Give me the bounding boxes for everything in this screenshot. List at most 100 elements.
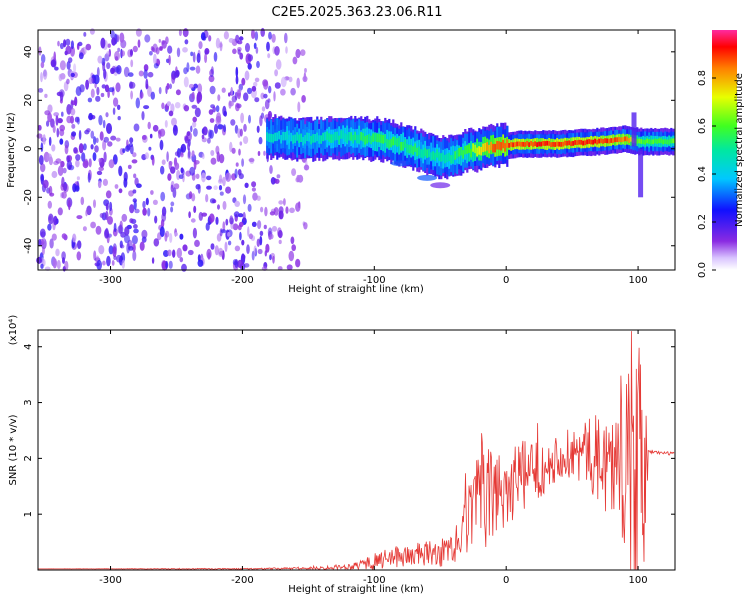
- spectrogram-noise-cell: [192, 121, 197, 128]
- spectrogram-ridge-cell: [516, 141, 519, 147]
- spectrogram-noise-cell: [210, 243, 215, 250]
- spectrogram-noise-cell: [108, 87, 115, 93]
- spectrogram-ridge-cell: [546, 140, 549, 146]
- spectrogram-ridge-cell: [522, 141, 525, 147]
- spectrogram-noise-cell: [215, 105, 220, 113]
- spectrogram-noise-cell: [143, 69, 148, 79]
- spectrogram-noise-cell: [166, 83, 170, 90]
- spectrogram-noise-cell: [159, 226, 165, 238]
- spectrogram-noise-cell: [256, 125, 260, 133]
- spectrogram-noise-cell: [182, 28, 189, 38]
- spectrogram-noise-cell: [99, 213, 104, 218]
- spectrogram-ridge-cell: [452, 154, 455, 164]
- snr-x-label: Height of straight line (km): [288, 584, 424, 595]
- spectrogram-ridge-cell: [268, 133, 271, 142]
- spectrogram-noise-cell: [253, 42, 257, 49]
- spectrogram-noise-cell: [193, 205, 197, 213]
- spectrogram-x-ticks: -300 -200 -100 0 100: [99, 30, 648, 286]
- spectrogram-ridge-cell: [654, 138, 657, 144]
- spectrogram-noise-cell: [202, 126, 208, 136]
- spectrogram-ridge-cell: [652, 139, 655, 145]
- spectrogram-noise-cell: [100, 37, 106, 49]
- spectrogram-ridge-cell: [544, 141, 547, 146]
- spectrogram-noise-cell: [288, 76, 293, 83]
- spectrogram-noise-cell: [218, 247, 224, 257]
- spectrogram-noise-cell: [48, 136, 52, 146]
- spectrogram-ridge-cell: [448, 152, 451, 162]
- spectrogram-noise-cell: [147, 71, 154, 78]
- spectrogram-ridge-cell: [300, 133, 303, 142]
- spectrogram-noise-cell: [168, 54, 171, 66]
- spectrogram-noise-cell: [197, 184, 201, 194]
- spectrogram-noise-cell: [114, 184, 119, 189]
- spectrogram-noise-cell: [295, 48, 301, 59]
- spectrogram-streak-cell: [390, 160, 411, 167]
- spectrogram-noise-cell: [111, 37, 117, 46]
- spectrogram-y-tick-label: -20: [23, 189, 34, 205]
- spectrogram-noise-cell: [44, 93, 48, 98]
- spectrogram-noise-cell: [114, 51, 120, 61]
- spectrogram-ridge-cell: [414, 143, 417, 152]
- spectrogram-noise-cell: [93, 199, 96, 208]
- spectrogram-noise-cell: [103, 136, 110, 143]
- spectrogram-noise-cell: [112, 246, 117, 258]
- spectrogram-noise-cell: [95, 137, 99, 143]
- spectrogram-noise-cell: [179, 233, 184, 240]
- spectrogram-ridge-cell: [672, 138, 675, 144]
- spectrogram-noise-cell: [232, 223, 239, 231]
- spectrogram-noise-cell: [56, 127, 60, 138]
- spectrogram-noise-cell: [190, 125, 193, 133]
- spectrogram-noise-cell: [124, 226, 130, 236]
- spectrogram-ridge-cell: [562, 141, 565, 147]
- spectrogram-noise-cell: [163, 250, 169, 257]
- snr-y-ticks: 1 2 3 4: [23, 344, 675, 517]
- spectrogram-noise-cell: [60, 160, 65, 168]
- spectrogram-noise-cell: [151, 155, 155, 166]
- spectrogram-ridge-cell: [630, 136, 633, 142]
- spectrogram-ridge-cell: [524, 142, 527, 147]
- spectrogram-noise-cell: [236, 88, 242, 94]
- spectrogram-noise-cell: [38, 88, 44, 93]
- spectrogram-ridge-cell: [536, 142, 539, 147]
- spectrogram-noise-cell: [251, 221, 257, 227]
- spectrogram-x-tick-label: 100: [629, 275, 648, 286]
- spectrogram-noise-cell: [201, 212, 208, 217]
- spectrogram-noise-cell: [180, 143, 187, 153]
- spectrogram-noise-cell: [283, 198, 286, 206]
- spectrogram-noise-cell: [291, 168, 297, 177]
- spectrogram-ridge-cell: [508, 143, 511, 148]
- spectrogram-noise-cell: [73, 63, 77, 73]
- spectrogram-noise-cell: [135, 97, 140, 109]
- spectrogram-noise-cell: [277, 266, 283, 271]
- spectrogram-noise-cell: [109, 201, 113, 212]
- spectrogram-noise-cell: [62, 257, 65, 264]
- spectrogram-noise-cell: [174, 151, 180, 157]
- spectrogram-ridge-cell: [498, 141, 501, 150]
- spectrogram-noise-cell: [295, 258, 301, 268]
- spectrogram-noise-cell: [165, 260, 169, 269]
- spectrogram-noise-cell: [121, 50, 125, 57]
- spectrogram-noise-cell: [210, 157, 217, 165]
- spectrogram-noise-cell: [241, 239, 245, 246]
- spectrogram-noise-cell: [104, 227, 109, 238]
- spectrogram-ridge-cell: [612, 138, 615, 143]
- spectrogram-ridge-cell: [322, 132, 325, 142]
- spectrogram-noise-cell: [129, 144, 134, 155]
- spectrogram-noise-cell: [285, 46, 288, 54]
- spectrogram-noise-cell: [78, 52, 84, 60]
- spectrogram-noise-cell: [169, 233, 173, 243]
- spectrogram-noise-cell: [176, 247, 182, 259]
- spectrogram-ridge-cell: [394, 136, 397, 146]
- spectrogram-noise-cell: [117, 116, 121, 121]
- spectrogram-y-tick-label: 40: [23, 45, 34, 58]
- spectrogram-noise-cell: [46, 120, 50, 127]
- spectrogram-noise-cell: [288, 250, 295, 262]
- spectrogram-noise-cell: [234, 91, 238, 101]
- spectrogram-noise-cell: [40, 163, 46, 173]
- spectrogram-ridge-cell: [346, 134, 349, 143]
- spectrogram-noise-cell: [260, 206, 264, 213]
- spectrogram-noise-cell: [190, 218, 196, 223]
- spectrogram-noise-cell: [215, 216, 219, 225]
- spectrogram-noise-cell: [127, 164, 132, 170]
- spectrogram-noise-cell: [51, 144, 56, 152]
